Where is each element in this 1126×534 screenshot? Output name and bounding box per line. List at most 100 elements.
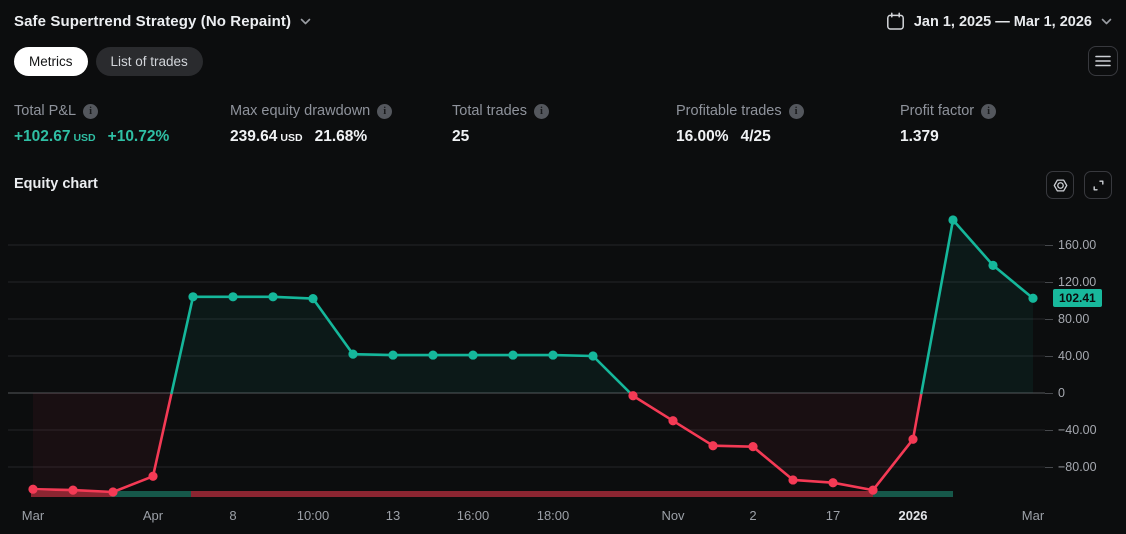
equity-dot xyxy=(1028,293,1038,303)
x-axis-label: Nov xyxy=(661,508,685,523)
last-value-badge: 102.41 xyxy=(1053,289,1102,308)
y-axis-label: 0 xyxy=(1058,386,1065,400)
y-axis-tick xyxy=(1045,430,1053,431)
metric-item: Total P&L i +102.67 USD +10.72% xyxy=(14,103,169,146)
equity-dot xyxy=(948,215,958,225)
y-axis-tick xyxy=(1045,319,1053,320)
equity-dot xyxy=(68,485,78,495)
x-axis-label: Mar xyxy=(21,508,45,523)
metric-item: Profit factor i 1.379 xyxy=(900,103,997,146)
equity-dot xyxy=(28,484,38,494)
metric-label: Total P&L i xyxy=(14,103,169,119)
info-icon[interactable]: i xyxy=(788,103,804,119)
metric-value: 239.64 USD 21.68% xyxy=(230,128,368,145)
equity-dot xyxy=(988,260,998,270)
equity-dot xyxy=(388,350,398,360)
metric-item: Total trades i 25 xyxy=(452,103,549,146)
info-icon[interactable]: i xyxy=(83,103,99,119)
metric-item: Max equity drawdown i 239.64 USD 21.68% xyxy=(230,103,393,146)
trade-direction-strip-segment xyxy=(873,491,953,497)
tab-metrics[interactable]: Metrics xyxy=(14,47,88,76)
list-lines-icon xyxy=(1095,55,1111,67)
y-axis-label: −80.00 xyxy=(1058,460,1097,474)
x-axis-label: 13 xyxy=(385,508,401,523)
date-range-text: Jan 1, 2025 — Mar 1, 2026 xyxy=(913,13,1092,30)
equity-line-segment xyxy=(920,218,1035,395)
metrics-row: Total P&L i +102.67 USD +10.72% Max equity dr… xyxy=(0,103,1126,159)
x-axis-label: 16:00 xyxy=(456,508,490,523)
equity-dot xyxy=(108,487,118,497)
equity-chart-title: Equity chart xyxy=(14,176,98,192)
x-axis-label: 17 xyxy=(825,508,841,523)
equity-dot xyxy=(908,434,918,444)
y-axis-label: 40.00 xyxy=(1058,349,1090,363)
info-icon[interactable]: i xyxy=(377,103,393,119)
x-axis-label: Mar xyxy=(1021,508,1045,523)
y-axis-label: 80.00 xyxy=(1058,312,1090,326)
metric-value: 25 xyxy=(452,128,470,145)
info-icon[interactable]: i xyxy=(981,103,997,119)
equity-dot xyxy=(148,471,158,481)
view-tabs: Metrics List of trades xyxy=(14,47,203,76)
equity-area-fill xyxy=(33,393,172,492)
metric-label: Profit factor i xyxy=(900,103,997,119)
equity-line-segment xyxy=(628,391,923,492)
strategy-title: Safe Supertrend Strategy (No Repaint) xyxy=(14,13,292,30)
equity-dot xyxy=(588,351,598,361)
equity-dot xyxy=(668,416,678,426)
date-range-selector[interactable]: Jan 1, 2025 — Mar 1, 2026 xyxy=(886,12,1112,31)
x-axis-label: 18:00 xyxy=(536,508,570,523)
fullscreen-icon[interactable] xyxy=(1084,171,1112,199)
equity-dot xyxy=(788,475,798,485)
y-axis-label: 120.00 xyxy=(1058,275,1097,289)
gear-icon xyxy=(1052,177,1069,194)
calendar-icon xyxy=(886,12,905,31)
metric-label: Max equity drawdown i xyxy=(230,103,393,119)
equity-dot xyxy=(188,292,198,302)
trade-direction-strip-segment xyxy=(111,491,191,497)
equity-dot xyxy=(348,349,358,359)
y-axis-tick xyxy=(1045,356,1053,357)
equity-dot xyxy=(428,350,438,360)
equity-dot xyxy=(868,485,878,495)
equity-dot xyxy=(828,478,838,488)
equity-dot xyxy=(508,350,518,360)
equity-dot xyxy=(628,391,638,401)
equity-area-fill xyxy=(171,296,631,393)
x-axis-label: 10:00 xyxy=(296,508,330,523)
y-axis-tick xyxy=(1045,282,1053,283)
equity-dot xyxy=(228,292,238,302)
info-icon[interactable]: i xyxy=(533,103,549,119)
equity-dot xyxy=(308,294,318,304)
equity-dot xyxy=(548,350,558,360)
chevron-down-icon xyxy=(1101,18,1112,25)
metric-label: Profitable trades i xyxy=(676,103,804,119)
time-axis[interactable]: Mar Apr 8 10:00 13 16:00 18:00 Nov 2 17 2026 Mar xyxy=(0,505,1126,531)
y-axis-tick xyxy=(1045,467,1053,468)
y-axis-tick xyxy=(1045,245,1053,246)
y-axis-tick xyxy=(1045,393,1053,394)
equity-area-fill xyxy=(921,220,1033,393)
strategy-selector[interactable]: Safe Supertrend Strategy (No Repaint) xyxy=(14,13,311,30)
equity-dot xyxy=(268,292,278,302)
metric-value: 16.00% 4/25 xyxy=(676,128,771,145)
x-axis-label: Apr xyxy=(142,508,164,523)
price-axis[interactable]: 160.00 120.00 80.00 40.00 0 −40.00 −80.00 102.4… xyxy=(1045,205,1126,505)
x-axis-label: 8 xyxy=(229,508,237,523)
equity-dot xyxy=(748,442,758,452)
y-axis-label: −40.00 xyxy=(1058,423,1097,437)
metric-item: Profitable trades i 16.00% 4/25 xyxy=(676,103,804,146)
chart-settings-button[interactable] xyxy=(1046,171,1074,199)
metric-value: 1.379 xyxy=(900,128,939,145)
y-axis-label: 160.00 xyxy=(1058,238,1097,252)
x-axis-label: 2 xyxy=(749,508,757,523)
layout-list-button[interactable] xyxy=(1088,46,1118,76)
tab-list-of-trades[interactable]: List of trades xyxy=(95,47,203,76)
equity-dot xyxy=(468,350,478,360)
equity-dot xyxy=(708,441,718,451)
x-axis-label: 2026 xyxy=(898,508,928,523)
equity-area-fill xyxy=(630,393,922,491)
chevron-down-icon xyxy=(300,18,311,25)
equity-chart-canvas[interactable] xyxy=(0,205,1045,505)
